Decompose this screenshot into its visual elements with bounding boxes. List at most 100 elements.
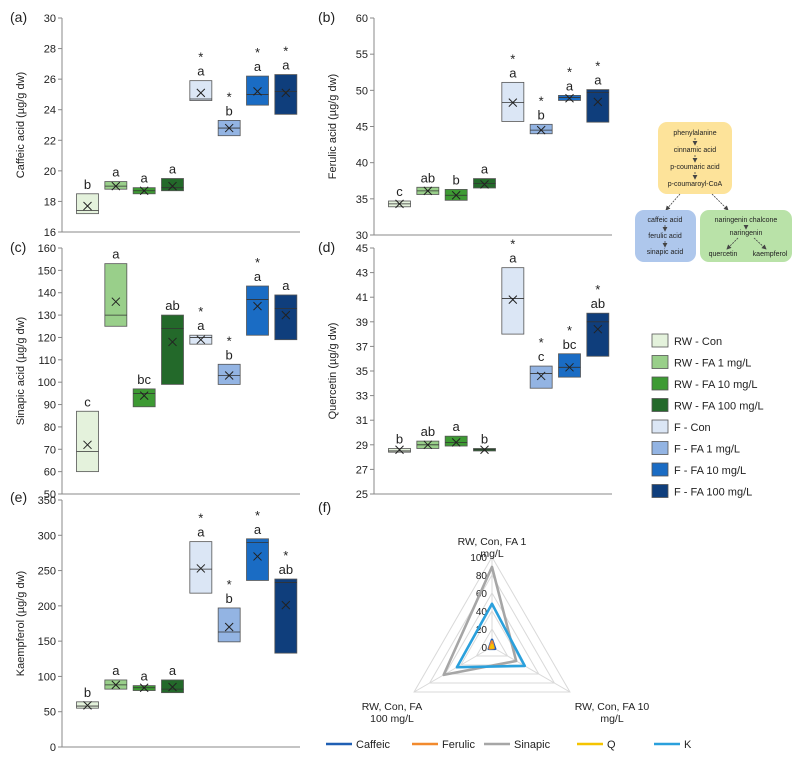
significance-letter: a xyxy=(453,419,461,434)
y-tick-label: 140 xyxy=(38,288,56,300)
significance-star: * xyxy=(227,333,232,348)
legend-label: RW - FA 1 mg/L xyxy=(674,358,751,370)
legend-swatch xyxy=(651,484,669,498)
mean-marker xyxy=(111,680,121,690)
quercetin-chart: 25 27 29 31 33 35 37 39 41 43 45 Quercetin (µg/g dw… xyxy=(327,237,612,501)
significance-star: * xyxy=(283,44,288,59)
panel-label-d: (d) xyxy=(318,239,335,255)
box xyxy=(444,435,468,447)
mean-marker xyxy=(111,297,121,307)
significance-letter: a xyxy=(481,162,489,177)
significance-letter: a xyxy=(197,64,205,79)
significance-letter: a xyxy=(197,525,205,540)
significance-star: * xyxy=(510,51,515,66)
mean-marker xyxy=(168,181,177,191)
y-tick-label: 90 xyxy=(44,400,56,412)
y-tick-label: 55 xyxy=(356,49,368,61)
legend-label: RW - FA 100 mg/L xyxy=(674,401,764,413)
significance-star: * xyxy=(255,45,260,60)
box xyxy=(76,410,99,473)
radar-tick-label: 40 xyxy=(476,607,488,618)
pathway-ferulic-acid: ferulic acid xyxy=(648,233,682,240)
mean-marker xyxy=(593,324,603,334)
y-tick-label: 35 xyxy=(356,366,368,378)
significance-letter: a xyxy=(509,251,517,266)
y-tick-label: 70 xyxy=(44,444,56,456)
radar-axis-label: RW, Con, FA 1 mg/L xyxy=(458,536,527,560)
panel-label-a: (a) xyxy=(10,9,27,25)
radar-spoke xyxy=(491,646,571,693)
box xyxy=(246,75,269,106)
pathway-right-box xyxy=(700,210,792,262)
y-tick-label: 29 xyxy=(356,440,368,452)
pathway-arrow xyxy=(711,193,729,211)
significance-star: * xyxy=(595,282,600,297)
legend-swatch xyxy=(651,398,669,412)
significance-letter: a xyxy=(282,278,290,293)
y-axis-label: Kaempferol (µg/g dw) xyxy=(15,571,27,676)
mean-marker xyxy=(451,437,461,447)
radar-tick-label: 80 xyxy=(476,571,488,582)
pathway-arrow xyxy=(665,193,681,211)
radar-tick-label: 0 xyxy=(481,643,487,654)
mean-marker xyxy=(83,440,92,450)
y-tick-label: 33 xyxy=(356,391,368,403)
mean-marker xyxy=(253,87,262,96)
significance-letter: a xyxy=(254,269,262,284)
box xyxy=(558,353,581,378)
y-tick-label: 300 xyxy=(38,530,56,542)
mean-marker xyxy=(168,337,177,347)
y-tick-label: 50 xyxy=(356,85,368,97)
legend-swatch xyxy=(651,441,669,455)
mean-marker xyxy=(593,97,603,107)
y-tick-label: 130 xyxy=(38,310,56,322)
y-tick-label: 43 xyxy=(356,268,368,280)
y-tick-label: 60 xyxy=(44,467,56,479)
radar-gridline xyxy=(413,555,571,693)
radar-axis-label: RW, Con, FA 10 mg/L xyxy=(575,701,650,725)
radar-tick-label: 20 xyxy=(476,625,488,636)
pathway-sinapic-acid: sinapic acid xyxy=(647,249,684,256)
treatment-legend: RW - Con RW - FA 1 mg/L RW - FA 10 mg/L RW … xyxy=(651,333,764,499)
mean-marker xyxy=(451,190,461,200)
radar-legend-label: Ferulic xyxy=(442,739,476,751)
radar-legend-label: Sinapic xyxy=(514,739,551,751)
radar-series-q xyxy=(489,643,495,649)
y-tick-label: 200 xyxy=(38,601,56,613)
significance-star: * xyxy=(283,548,288,563)
panel-label-c: (c) xyxy=(10,239,26,255)
radar-gridline xyxy=(444,592,540,675)
significance-letter: c xyxy=(538,349,545,364)
significance-letter: ab xyxy=(591,296,605,311)
significance-letter: b xyxy=(84,685,91,700)
significance-letter: a xyxy=(169,162,177,177)
y-tick-label: 35 xyxy=(356,194,368,206)
significance-star: * xyxy=(227,577,232,592)
pathway-cinnamic-acid: cinnamic acid xyxy=(674,147,717,154)
legend-label: F - FA 10 mg/L xyxy=(674,465,746,477)
y-tick-label: 150 xyxy=(38,636,56,648)
radar-legend-label: Q xyxy=(607,739,616,751)
mean-marker xyxy=(139,683,149,693)
y-tick-label: 45 xyxy=(356,122,368,134)
y-tick-label: 18 xyxy=(44,196,56,208)
significance-letter: a xyxy=(594,73,602,88)
box xyxy=(501,267,525,335)
y-tick-label: 350 xyxy=(38,495,56,507)
significance-letter: b xyxy=(226,347,233,362)
box xyxy=(161,178,184,192)
radar-tick-label: 100 xyxy=(470,553,487,564)
mean-marker xyxy=(139,186,149,196)
box xyxy=(189,541,213,594)
significance-letter: a xyxy=(112,663,120,678)
box xyxy=(132,388,156,408)
y-tick-label: 250 xyxy=(38,566,56,578)
panel-label-e: (e) xyxy=(10,489,27,505)
mean-marker xyxy=(83,701,92,710)
sinapic-acid-chart: 50 60 70 80 90 100 110 120 130 140 150 160 Sinapic a… xyxy=(15,243,300,501)
significance-letter: b xyxy=(481,431,488,446)
significance-letter: c xyxy=(396,184,403,199)
significance-letter: a xyxy=(197,318,205,333)
legend-label: F - FA 1 mg/L xyxy=(674,444,740,456)
y-tick-label: 45 xyxy=(356,243,368,255)
